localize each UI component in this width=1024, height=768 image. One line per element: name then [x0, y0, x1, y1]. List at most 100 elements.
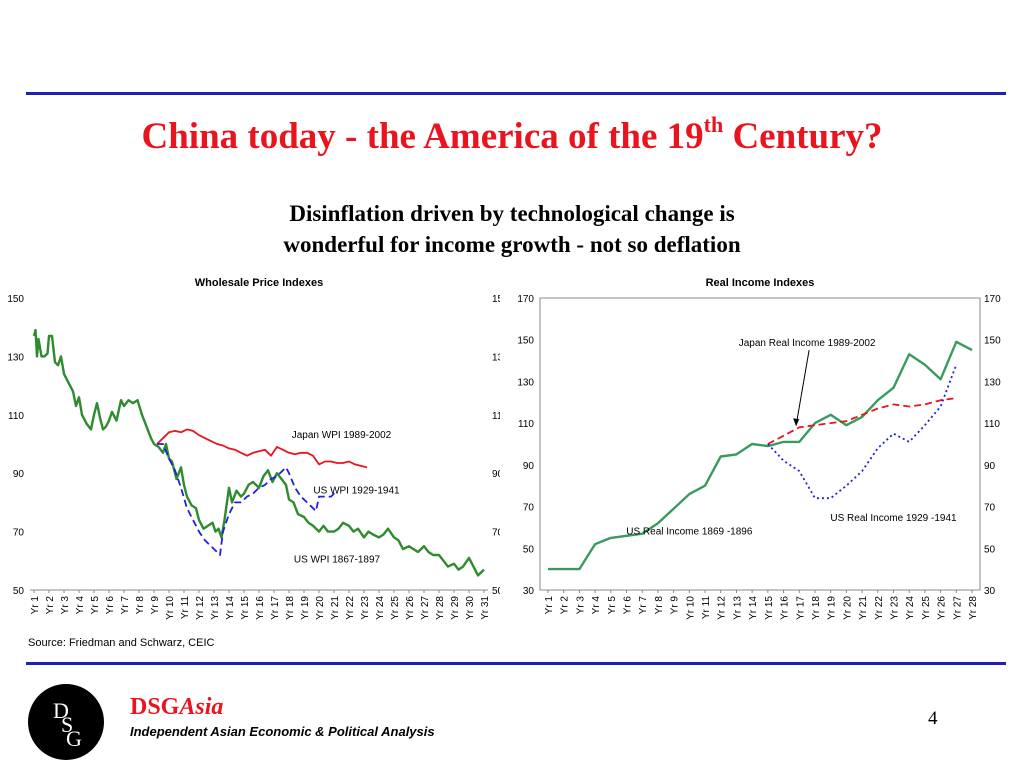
x-tick-label: Yr 22	[345, 596, 356, 620]
x-tick-label: Yr 9	[150, 596, 161, 615]
x-tick-label: Yr 26	[937, 596, 948, 620]
x-tick-label: Yr 24	[375, 596, 386, 620]
wholesale-price-chart: Wholesale Price Indexes 50 50 70 70 90 90 110 11…	[7, 277, 500, 620]
y-tick-label-left: 130	[517, 377, 534, 388]
x-tick-label: Yr 23	[889, 596, 900, 620]
series-line-us-real-income-1869-1896	[548, 340, 973, 571]
x-tick-label: Yr 13	[732, 596, 743, 620]
dsg-logo-icon: D S G	[28, 684, 104, 760]
x-tick-label: Yr 20	[315, 596, 326, 620]
x-tick-label: Yr 3	[575, 596, 586, 615]
annotation-arrow-line	[795, 350, 810, 426]
y-tick-label-right: 130	[984, 377, 1001, 388]
brand-name: DSGAsia	[130, 694, 223, 721]
x-tick-label: Yr 1	[30, 596, 41, 615]
y-tick-label-left: 110	[518, 419, 534, 430]
series-line-japan-wpi-1989-2002	[156, 428, 368, 469]
title-superscript: th	[703, 112, 724, 137]
title-main: China today - the America of the 19	[141, 116, 704, 157]
x-tick-label: Yr 10	[685, 596, 696, 620]
x-tick-label: Yr 30	[465, 596, 476, 620]
y-tick-label-left: 170	[517, 294, 534, 305]
x-tick-label: Yr 5	[607, 596, 618, 615]
x-tick-label: Yr 2	[45, 596, 56, 615]
real-income-chart: Real Income Indexes 30 30 50 50 70 70 90 90 110 11…	[517, 277, 1001, 620]
annotation-arrow-head	[793, 418, 800, 427]
annotation-label: US WPI 1867-1897	[294, 554, 381, 565]
y-tick-label-left: 90	[523, 461, 535, 472]
x-tick-label: Yr 16	[780, 596, 791, 620]
x-tick-label: Yr 27	[952, 596, 963, 620]
x-tick-label: Yr 2	[560, 596, 571, 615]
y-tick-label-right: 150	[492, 294, 500, 305]
x-tick-label: Yr 11	[701, 596, 712, 620]
x-tick-label: Yr 21	[330, 596, 341, 620]
x-tick-label: Yr 18	[811, 596, 822, 620]
logo-letter-g: G	[66, 726, 82, 751]
y-tick-label-right: 130	[492, 352, 500, 363]
logo-letter-s: S	[61, 712, 73, 737]
x-tick-label: Yr 24	[905, 596, 916, 620]
y-tick-label-left: 110	[8, 411, 24, 422]
logo-letter-d: D	[53, 698, 69, 723]
x-tick-label: Yr 13	[210, 596, 221, 620]
x-tick-label: Yr 29	[450, 596, 461, 620]
slide-subtitle: Disinflation driven by technological cha…	[0, 198, 1024, 260]
y-tick-label-right: 170	[984, 294, 1001, 305]
slide-title: China today - the America of the 19th Ce…	[0, 112, 1024, 158]
x-tick-label: Yr 17	[270, 596, 281, 620]
x-tick-label: Yr 25	[921, 596, 932, 620]
x-tick-label: Yr 20	[842, 596, 853, 620]
x-tick-label: Yr 7	[120, 596, 131, 615]
x-tick-label: Yr 7	[638, 596, 649, 615]
x-tick-label: Yr 18	[285, 596, 296, 620]
title-end: Century?	[723, 116, 883, 157]
y-tick-label-right: 110	[984, 419, 1000, 430]
y-tick-label-left: 70	[523, 503, 535, 514]
source-note: Source: Friedman and Schwarz, CEIC	[28, 637, 215, 649]
x-tick-label: Yr 6	[105, 596, 116, 615]
annotation-label: US Real Income 1869 -1896	[626, 527, 753, 538]
x-tick-label: Yr 8	[654, 596, 665, 615]
y-tick-label-left: 90	[13, 469, 25, 480]
x-tick-label: Yr 16	[255, 596, 266, 620]
x-tick-label: Yr 8	[135, 596, 146, 615]
annotation-label: US Real Income 1929 -1941	[830, 513, 957, 524]
y-tick-label-right: 90	[492, 469, 500, 480]
series-line-us-wpi-1867-1897	[32, 328, 485, 577]
brand-tagline: Independent Asian Economic & Political A…	[130, 724, 435, 739]
x-tick-label: Yr 28	[968, 596, 979, 620]
top-divider	[26, 92, 1006, 95]
subtitle-line-2: wonderful for income growth - not so def…	[283, 232, 741, 257]
x-tick-label: Yr 11	[180, 596, 191, 620]
x-tick-label: Yr 23	[360, 596, 371, 620]
chart-title: Wholesale Price Indexes	[195, 277, 323, 289]
y-tick-label-right: 90	[984, 461, 996, 472]
brand-italic: Asia	[179, 694, 224, 720]
y-tick-label-left: 150	[7, 294, 24, 305]
x-tick-label: Yr 19	[300, 596, 311, 620]
y-tick-label-left: 150	[517, 336, 534, 347]
x-tick-label: Yr 14	[225, 596, 236, 620]
x-tick-label: Yr 19	[827, 596, 838, 620]
x-tick-label: Yr 1	[544, 596, 555, 615]
subtitle-line-1: Disinflation driven by technological cha…	[289, 201, 735, 226]
x-tick-label: Yr 12	[195, 596, 206, 620]
y-tick-label-left: 30	[523, 586, 535, 597]
x-tick-label: Yr 28	[435, 596, 446, 620]
annotation-label: US WPI 1929-1941	[313, 486, 400, 497]
x-tick-label: Yr 12	[717, 596, 728, 620]
y-tick-label-left: 130	[7, 352, 24, 363]
x-tick-label: Yr 4	[591, 596, 602, 615]
brand-main: DSG	[130, 694, 180, 720]
y-tick-label-right: 150	[984, 336, 1001, 347]
annotation-label: Japan Real Income 1989-2002	[739, 338, 876, 349]
x-tick-label: Yr 25	[390, 596, 401, 620]
x-tick-label: Yr 15	[240, 596, 251, 620]
chart-title: Real Income Indexes	[706, 277, 815, 289]
y-tick-label-right: 30	[984, 586, 996, 597]
series-line-us-real-income-1929-1941	[767, 364, 958, 500]
x-tick-label: Yr 22	[874, 596, 885, 620]
x-tick-label: Yr 27	[420, 596, 431, 620]
y-tick-label-left: 50	[523, 544, 535, 555]
